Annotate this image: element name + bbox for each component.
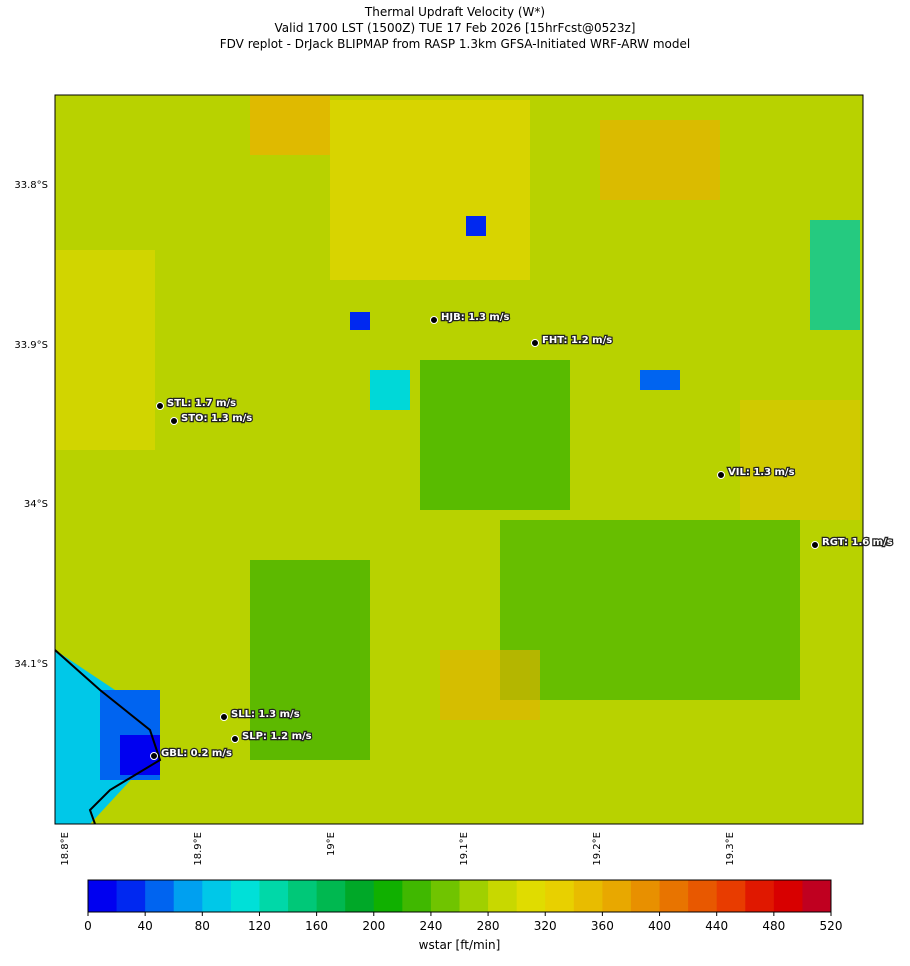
colorbar-tick-label: 280 <box>477 919 500 933</box>
colorbar-tick-label: 40 <box>138 919 153 933</box>
title: Thermal Updraft Velocity (W*) <box>364 5 545 19</box>
colorbar-tick-label: 160 <box>305 919 328 933</box>
colorbar-segment <box>402 880 432 912</box>
station-marker <box>717 471 725 479</box>
colorbar-tick-label: 0 <box>84 919 92 933</box>
station-marker <box>231 735 239 743</box>
station-label: SLP: 1.2 m/s <box>242 731 312 742</box>
colorbar-segment <box>688 880 718 912</box>
station-marker <box>156 402 164 410</box>
lat-tick-label: 33.9°S <box>14 340 48 351</box>
lat-tick-label: 34.1°S <box>14 659 48 670</box>
colorbar-tick-label: 80 <box>195 919 210 933</box>
colorbar-segment <box>373 880 403 912</box>
colorbar-segment <box>288 880 318 912</box>
colorbar-segment <box>230 880 260 912</box>
colorbar-segment <box>545 880 575 912</box>
source: FDV replot - DrJack BLIPMAP from RASP 1.… <box>220 37 690 51</box>
colorbar-segment <box>602 880 632 912</box>
colorbar-segment <box>488 880 518 912</box>
station-label: GBL: 0.2 m/s <box>161 748 232 759</box>
station-marker <box>430 316 438 324</box>
colorbar-tick-label: 320 <box>534 919 557 933</box>
colorbar-segment <box>459 880 489 912</box>
colorbar-segment <box>716 880 746 912</box>
colorbar-segment <box>745 880 775 912</box>
station-label: FHT: 1.2 m/s <box>542 335 612 346</box>
station-label: HJB: 1.3 m/s <box>441 312 509 323</box>
station-label: RGT: 1.6 m/s <box>822 537 893 548</box>
colorbar-segment <box>659 880 689 912</box>
subtitle: Valid 1700 LST (1500Z) TUE 17 Feb 2026 [… <box>275 21 636 35</box>
colorbar-tick-label: 240 <box>419 919 442 933</box>
colorbar-tick-label: 200 <box>362 919 385 933</box>
station-marker <box>220 713 228 721</box>
colorbar-tick-label: 520 <box>820 919 843 933</box>
station-label: STL: 1.7 m/s <box>167 398 236 409</box>
lon-tick-label: 19.3°E <box>725 832 736 866</box>
colorbar-tick-label: 400 <box>648 919 671 933</box>
lat-tick-label: 34°S <box>24 499 48 510</box>
colorbar-segment <box>316 880 346 912</box>
colorbar-segment <box>345 880 375 912</box>
lon-tick-label: 18.8°E <box>60 832 71 866</box>
colorbar-segment <box>88 880 118 912</box>
colorbar-segment <box>802 880 832 912</box>
colorbar-frame <box>87 879 832 913</box>
colorbar-segment <box>516 880 546 912</box>
colorbar-segment <box>773 880 803 912</box>
colorbar-label: wstar [ft/min] <box>419 938 501 952</box>
colorbar-segment <box>573 880 603 912</box>
lon-tick-label: 19.2°E <box>592 832 603 866</box>
station-label: VIL: 1.3 m/s <box>728 467 795 478</box>
colorbar-segment <box>259 880 289 912</box>
station-label: SLL: 1.3 m/s <box>231 709 300 720</box>
station-label: STO: 1.3 m/s <box>181 413 252 424</box>
colorbar-segment <box>173 880 203 912</box>
station-marker <box>531 339 539 347</box>
map <box>54 94 864 825</box>
colorbar-segment <box>430 880 460 912</box>
colorbar-tick-label: 480 <box>762 919 785 933</box>
lon-tick-label: 19°E <box>326 832 337 856</box>
station-marker <box>170 417 178 425</box>
colorbar-tick-label: 120 <box>248 919 271 933</box>
colorbar-segment <box>202 880 232 912</box>
station-marker <box>150 752 158 760</box>
lon-tick-label: 19.1°E <box>459 832 470 866</box>
colorbar-segment <box>116 880 146 912</box>
lon-tick-label: 18.9°E <box>193 832 204 866</box>
colorbar-segment <box>145 880 175 912</box>
colorbar-segment <box>630 880 661 912</box>
station-marker <box>811 541 819 549</box>
colorbar-tick-label: 440 <box>705 919 728 933</box>
colorbar-tick-label: 360 <box>591 919 614 933</box>
lat-tick-label: 33.8°S <box>14 180 48 191</box>
